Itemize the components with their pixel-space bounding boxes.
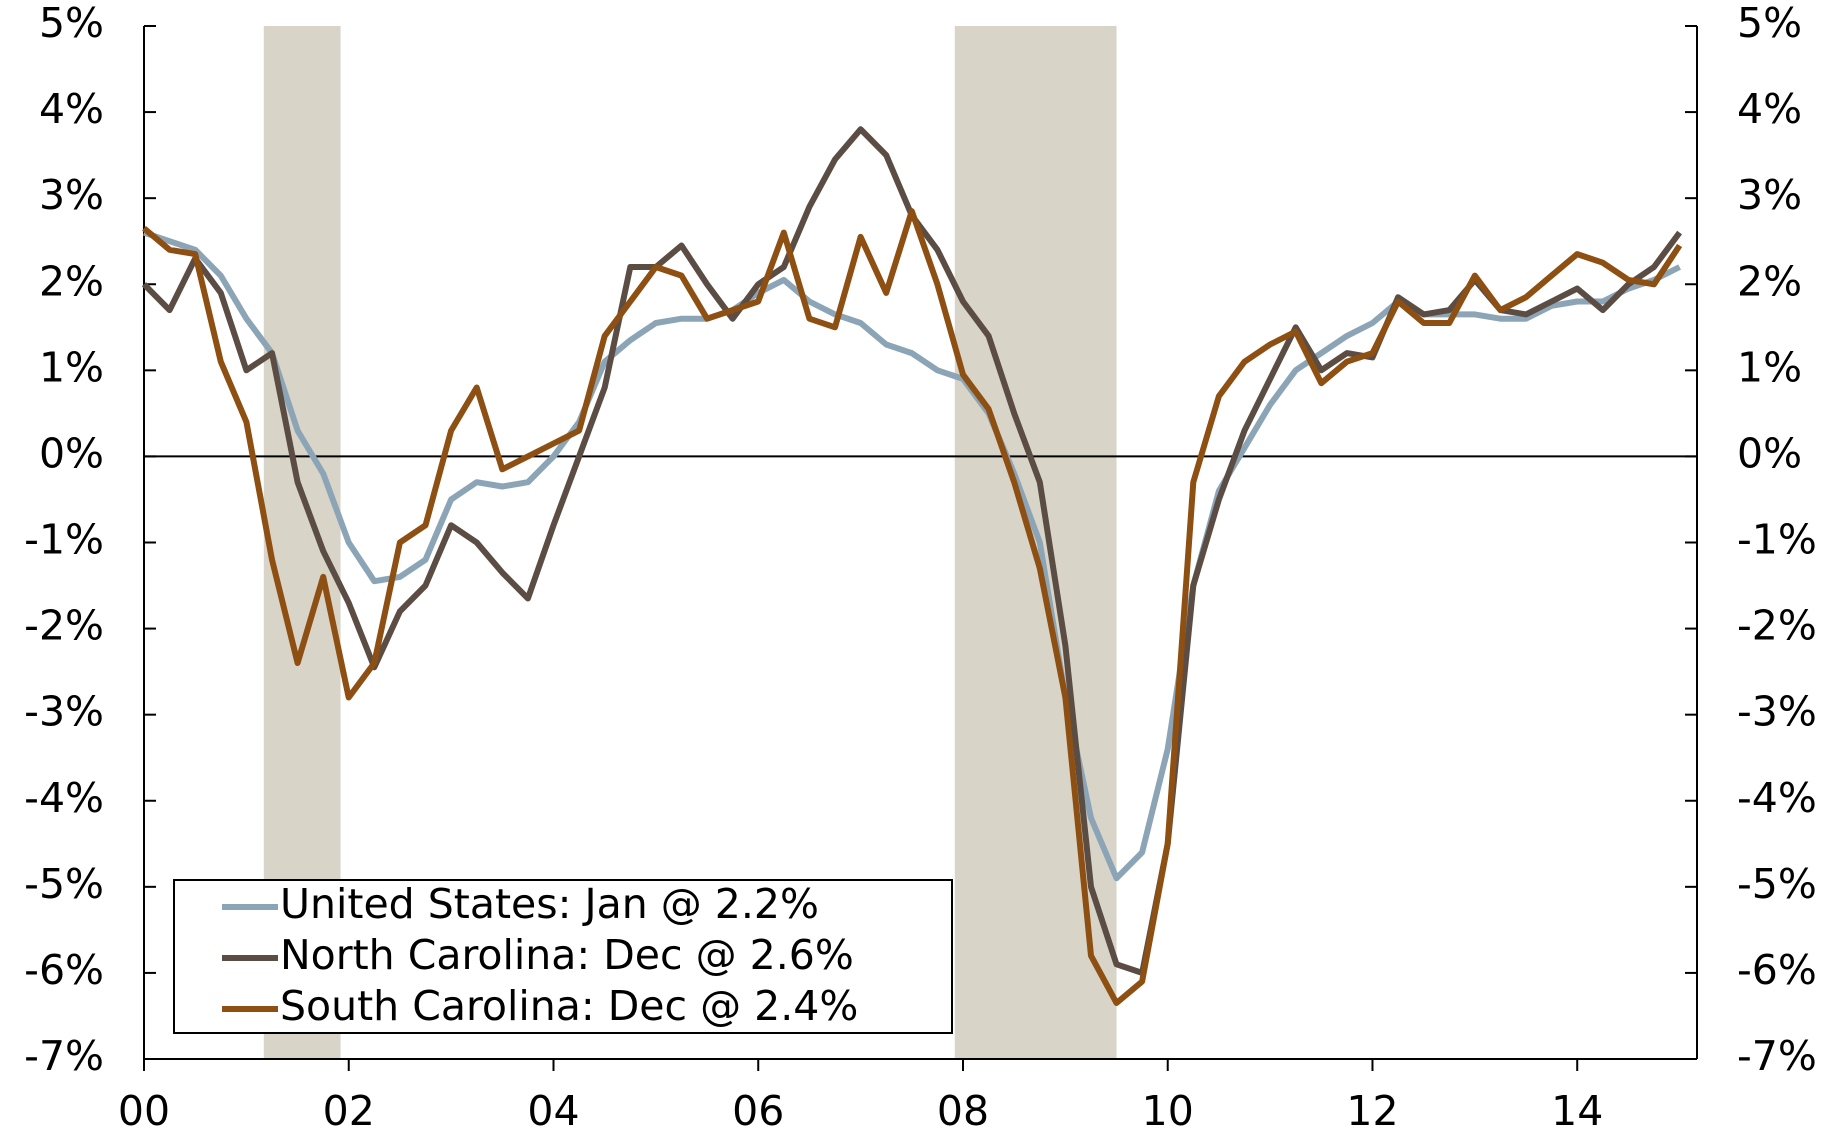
x-tick-label: 04	[527, 1087, 579, 1135]
series-line	[142, 208, 1683, 1006]
y-tick-label: -4%	[24, 774, 104, 822]
y2-tick-label: 2%	[1737, 257, 1802, 305]
legend-label: South Carolina: Dec @ 2.4%	[280, 982, 858, 1030]
series-line	[141, 126, 1683, 976]
y-tick-label: -1%	[24, 516, 104, 564]
y2-tick-label: -3%	[1737, 688, 1817, 736]
y-tick-label: 5%	[39, 0, 104, 47]
y2-tick-label: 1%	[1737, 343, 1802, 391]
x-tick-label: 02	[323, 1087, 375, 1135]
y-tick-label: -3%	[24, 688, 104, 736]
x-tick-label: 00	[118, 1087, 170, 1135]
y2-tick-label: 3%	[1737, 171, 1802, 219]
x-tick-label: 14	[1551, 1087, 1603, 1135]
y2-tick-label: -5%	[1737, 860, 1817, 908]
legend-label: United States: Jan @ 2.2%	[280, 880, 819, 928]
x-tick-label: 08	[937, 1087, 989, 1135]
y-tick-label: 0%	[39, 429, 104, 477]
y2-tick-label: 0%	[1737, 429, 1802, 477]
y2-tick-label: -7%	[1737, 1032, 1817, 1080]
y-tick-label: -7%	[24, 1032, 104, 1080]
x-tick-label: 06	[732, 1087, 784, 1135]
legend-label: North Carolina: Dec @ 2.6%	[280, 931, 854, 979]
y-tick-label: 2%	[39, 257, 104, 305]
y2-tick-label: -4%	[1737, 774, 1817, 822]
y2-tick-label: 4%	[1737, 85, 1802, 133]
y-tick-label: -2%	[24, 602, 104, 650]
x-tick-label: 12	[1346, 1087, 1398, 1135]
y-tick-label: 4%	[39, 85, 104, 133]
y-tick-label: 1%	[39, 343, 104, 391]
series-line	[143, 229, 1681, 882]
y2-tick-label: 5%	[1737, 0, 1802, 47]
y2-tick-label: -2%	[1737, 602, 1817, 650]
legend-box	[173, 879, 953, 1034]
y-tick-label: 3%	[39, 171, 104, 219]
y2-tick-label: -6%	[1737, 946, 1817, 994]
y2-tick-label: -1%	[1737, 516, 1817, 564]
recession-shade	[954, 26, 1117, 1059]
x-tick-label: 10	[1142, 1087, 1194, 1135]
y-tick-label: -5%	[24, 860, 104, 908]
y-tick-label: -6%	[24, 946, 104, 994]
